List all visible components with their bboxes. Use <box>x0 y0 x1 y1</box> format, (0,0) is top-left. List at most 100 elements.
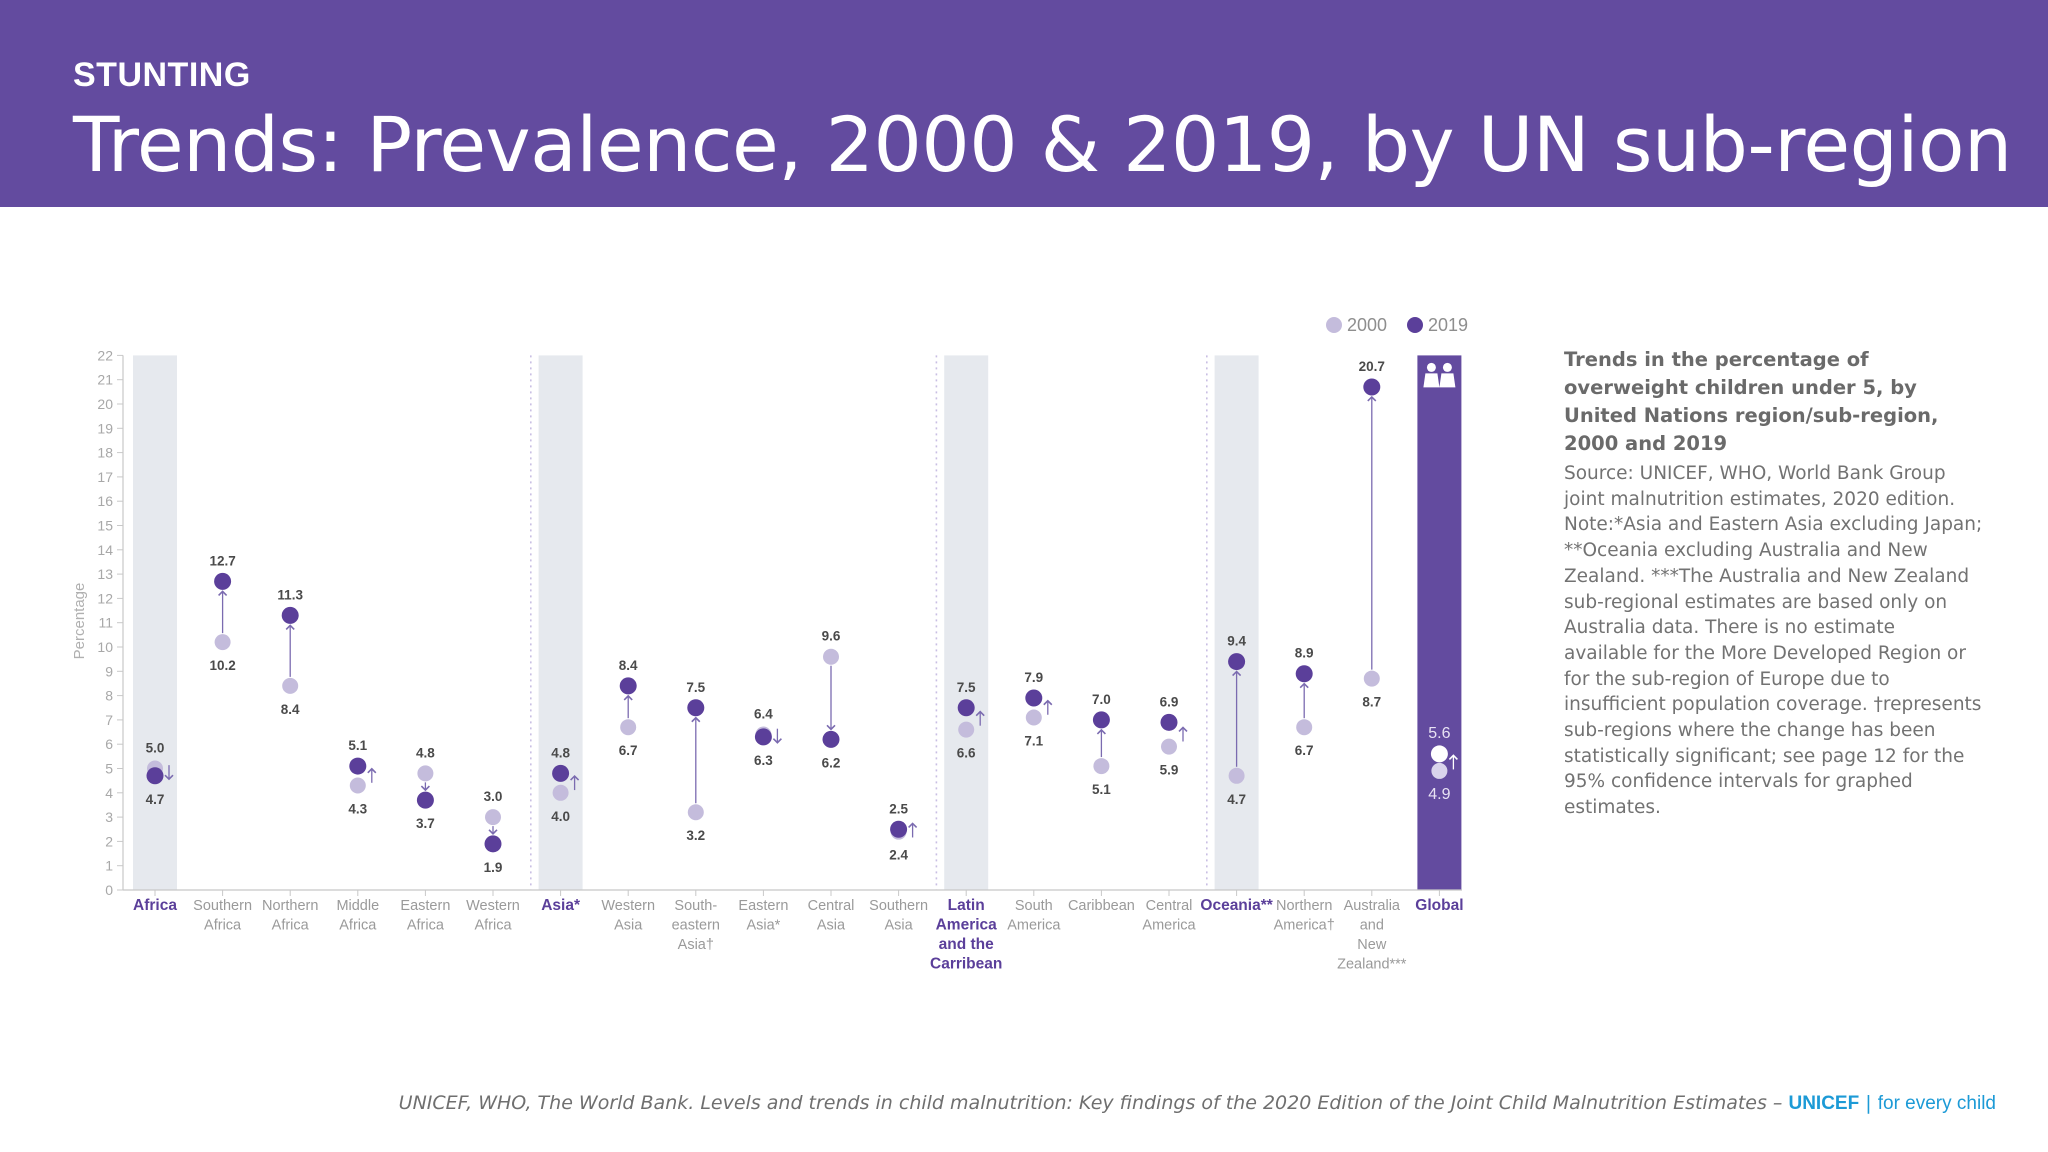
value-label-low: 2.4 <box>889 848 908 863</box>
category-label: eastern <box>672 918 720 934</box>
category-label: and the <box>939 936 994 953</box>
category-label: Western <box>601 898 655 914</box>
category-label: Caribbean <box>1068 898 1135 914</box>
category-label: Australia <box>1344 898 1401 914</box>
value-label-high: 6.9 <box>1160 694 1179 709</box>
footer-brand: UNICEF <box>1788 1093 1860 1114</box>
category-label: Africa <box>272 918 310 934</box>
value-label-low: 7.1 <box>1024 733 1043 748</box>
y-tick-label: 9 <box>105 663 113 679</box>
value-label-high: 7.5 <box>957 680 976 695</box>
value-label-high: 5.0 <box>146 741 165 756</box>
category-label: Asia* <box>541 897 581 914</box>
value-label-low: 5.1 <box>1092 782 1111 797</box>
dot-2019 <box>822 730 840 748</box>
y-tick-label: 14 <box>97 542 113 558</box>
dot-2019 <box>754 728 772 746</box>
y-tick-label: 21 <box>97 372 113 388</box>
dot-2019 <box>484 835 502 853</box>
dot-2019 <box>890 820 908 838</box>
value-label-low: 4.3 <box>348 802 367 817</box>
y-tick-label: 10 <box>97 639 113 655</box>
dot-2000 <box>1431 762 1448 779</box>
legend-2000-dot <box>1326 317 1342 333</box>
dot-2000 <box>214 634 231 651</box>
dot-2000 <box>620 719 637 736</box>
dot-2019 <box>281 606 299 624</box>
y-tick-label: 18 <box>97 445 113 461</box>
category-label: Zealand*** <box>1337 957 1407 973</box>
value-label-low: 6.7 <box>619 743 638 758</box>
footer-tagline: for every child <box>1877 1093 1996 1114</box>
y-tick-label: 13 <box>97 566 113 582</box>
category-label: Latin <box>948 897 985 914</box>
value-label-high: 11.3 <box>277 587 303 602</box>
dot-2019 <box>1025 689 1043 707</box>
value-label-high: 20.7 <box>1359 359 1385 374</box>
dot-2019 <box>1363 378 1381 396</box>
category-label: Southern <box>193 898 252 914</box>
dot-2000 <box>552 784 569 801</box>
y-tick-label: 11 <box>98 615 113 631</box>
y-tick-label: 7 <box>105 712 113 728</box>
category-label: Global <box>1415 897 1463 914</box>
category-label: Asia* <box>746 918 780 934</box>
dot-2019 <box>957 699 975 717</box>
value-label-low: 8.4 <box>281 702 300 717</box>
dot-2000 <box>1093 758 1110 775</box>
category-label: Carribean <box>930 956 1002 973</box>
value-label-low: 1.9 <box>484 860 503 875</box>
category-label: South- <box>674 898 717 914</box>
value-label-high: 7.0 <box>1092 692 1111 707</box>
category-label: Africa <box>407 918 445 934</box>
value-label-high: 7.5 <box>686 680 705 695</box>
region-band <box>133 355 177 890</box>
dot-2019 <box>687 699 705 717</box>
category-label: America† <box>1274 918 1335 934</box>
dot-2019 <box>1228 653 1246 671</box>
chart-notes: Trends in the percentage of overweight c… <box>1564 346 1984 821</box>
value-label-high: 8.9 <box>1295 646 1314 661</box>
y-tick-label: 1 <box>105 858 113 874</box>
category-label: Asia <box>817 918 846 934</box>
dot-2000 <box>823 648 839 665</box>
note-body: Source: UNICEF, WHO, World Bank Group jo… <box>1564 463 1983 819</box>
category-label: Northern <box>1276 898 1332 914</box>
category-label: America <box>1142 918 1196 934</box>
value-label-low: 4.7 <box>1227 792 1246 807</box>
category-label: Asia <box>614 918 643 934</box>
page-title: Trends: Prevalence, 2000 & 2019, by UN s… <box>73 100 2012 189</box>
value-label-high: 2.5 <box>889 801 908 816</box>
dot-2000 <box>1161 738 1177 755</box>
category-label: Central <box>1146 898 1193 914</box>
value-label-low: 4.9 <box>1428 786 1450 803</box>
value-label-low: 10.2 <box>209 658 235 673</box>
value-label-low: 3.7 <box>416 816 435 831</box>
value-label-high: 7.9 <box>1024 670 1043 685</box>
category-label: America <box>1007 918 1061 934</box>
value-label-low: 8.7 <box>1362 695 1381 710</box>
y-tick-label: 15 <box>97 518 113 534</box>
category-label: Southern <box>869 898 928 914</box>
region-band <box>1214 355 1259 890</box>
category-label: Oceania** <box>1200 897 1273 914</box>
category-label: Middle <box>336 898 379 914</box>
category-label: Africa <box>474 918 512 934</box>
dot-2000 <box>958 721 975 738</box>
region-band <box>944 355 989 890</box>
dot-2000 <box>1025 709 1042 726</box>
section-kicker: STUNTING <box>73 56 251 94</box>
legend-2019-label: 2019 <box>1428 315 1468 335</box>
value-label-low: 3.2 <box>686 828 705 843</box>
value-label-high: 3.0 <box>484 789 503 804</box>
category-label: Western <box>466 898 520 914</box>
value-label-high: 8.4 <box>619 658 638 673</box>
y-tick-label: 17 <box>97 469 113 485</box>
dot-2019 <box>1092 711 1110 729</box>
dot-2019 <box>619 677 637 695</box>
y-tick-label: 6 <box>105 736 113 752</box>
category-label: Africa <box>339 918 377 934</box>
value-label-low: 4.0 <box>551 809 570 824</box>
dot-2000 <box>1228 767 1245 784</box>
value-label-low: 6.6 <box>957 746 976 761</box>
